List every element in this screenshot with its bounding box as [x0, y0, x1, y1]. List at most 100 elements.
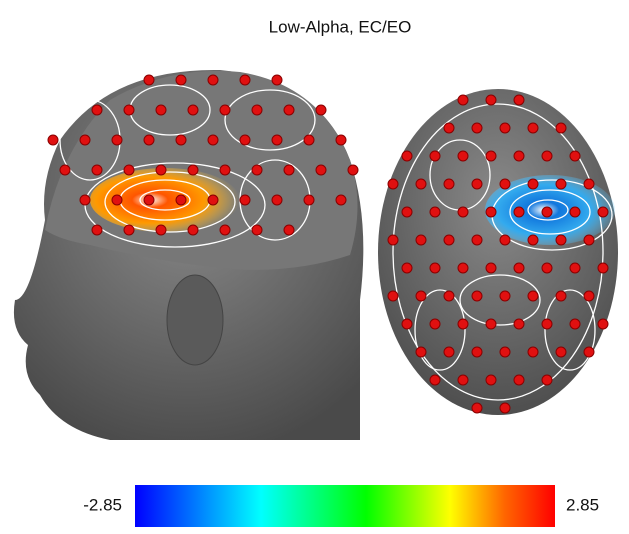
electrode	[156, 105, 166, 115]
electrode	[156, 165, 166, 175]
electrode	[444, 235, 454, 245]
electrode	[570, 207, 580, 217]
electrode	[48, 135, 58, 145]
colorbar-min-label: -2.85	[83, 495, 122, 514]
electrode	[252, 105, 262, 115]
colorbar	[135, 485, 555, 527]
electrode	[208, 135, 218, 145]
electrode	[486, 207, 496, 217]
electrode	[472, 123, 482, 133]
electrode	[458, 207, 468, 217]
electrode	[528, 123, 538, 133]
electrode	[240, 195, 250, 205]
electrode	[388, 179, 398, 189]
electrode	[430, 263, 440, 273]
electrode	[528, 291, 538, 301]
electrode	[514, 207, 524, 217]
electrode	[80, 195, 90, 205]
electrode	[444, 291, 454, 301]
electrode	[112, 195, 122, 205]
electrode	[124, 105, 134, 115]
electrode	[430, 207, 440, 217]
electrode	[514, 151, 524, 161]
electrode	[284, 165, 294, 175]
electrode	[176, 195, 186, 205]
electrode	[220, 165, 230, 175]
electrode	[284, 225, 294, 235]
electrode	[272, 75, 282, 85]
electrode	[458, 95, 468, 105]
electrode	[556, 347, 566, 357]
electrode	[486, 319, 496, 329]
electrode	[388, 291, 398, 301]
electrode	[598, 207, 608, 217]
electrode	[416, 347, 426, 357]
electrode	[500, 403, 510, 413]
electrode	[542, 207, 552, 217]
electrode	[584, 291, 594, 301]
electrode	[542, 151, 552, 161]
electrode	[472, 403, 482, 413]
figure: Low-Alpha, EC/EO	[0, 0, 629, 534]
electrode	[542, 319, 552, 329]
electrode	[514, 263, 524, 273]
electrode	[458, 263, 468, 273]
electrode	[458, 375, 468, 385]
electrode	[528, 347, 538, 357]
electrode	[500, 347, 510, 357]
electrode	[514, 95, 524, 105]
electrode	[430, 375, 440, 385]
electrode	[402, 207, 412, 217]
electrode	[514, 375, 524, 385]
electrode	[528, 235, 538, 245]
colorbar-max-label: 2.85	[566, 495, 599, 514]
electrode	[220, 105, 230, 115]
electrode	[112, 135, 122, 145]
electrode	[458, 151, 468, 161]
electrode	[472, 347, 482, 357]
electrode	[208, 195, 218, 205]
electrode	[92, 165, 102, 175]
electrode	[570, 151, 580, 161]
top-head	[378, 89, 618, 415]
electrode	[60, 165, 70, 175]
electrode	[284, 105, 294, 115]
electrode	[144, 195, 154, 205]
electrode	[416, 235, 426, 245]
electrode	[556, 291, 566, 301]
electrode	[402, 151, 412, 161]
electrode	[176, 135, 186, 145]
electrode	[402, 319, 412, 329]
electrode	[556, 179, 566, 189]
electrode	[388, 235, 398, 245]
electrode	[188, 165, 198, 175]
electrode	[304, 195, 314, 205]
electrode	[472, 179, 482, 189]
title: Low-Alpha, EC/EO	[269, 17, 412, 36]
electrode	[144, 135, 154, 145]
electrode	[598, 263, 608, 273]
electrode	[402, 263, 412, 273]
electrode	[416, 179, 426, 189]
electrode	[92, 105, 102, 115]
electrode	[272, 195, 282, 205]
electrode	[144, 75, 154, 85]
electrode	[316, 105, 326, 115]
electrode	[430, 151, 440, 161]
electrode	[188, 105, 198, 115]
electrode	[304, 135, 314, 145]
electrode	[220, 225, 230, 235]
electrode	[124, 165, 134, 175]
electrode	[430, 319, 440, 329]
electrode	[472, 291, 482, 301]
electrode	[514, 319, 524, 329]
electrode	[542, 263, 552, 273]
electrode	[486, 151, 496, 161]
electrode	[444, 347, 454, 357]
electrode	[528, 179, 538, 189]
electrode	[542, 375, 552, 385]
electrode	[486, 263, 496, 273]
electrode	[598, 319, 608, 329]
electrode	[240, 135, 250, 145]
electrode	[584, 347, 594, 357]
